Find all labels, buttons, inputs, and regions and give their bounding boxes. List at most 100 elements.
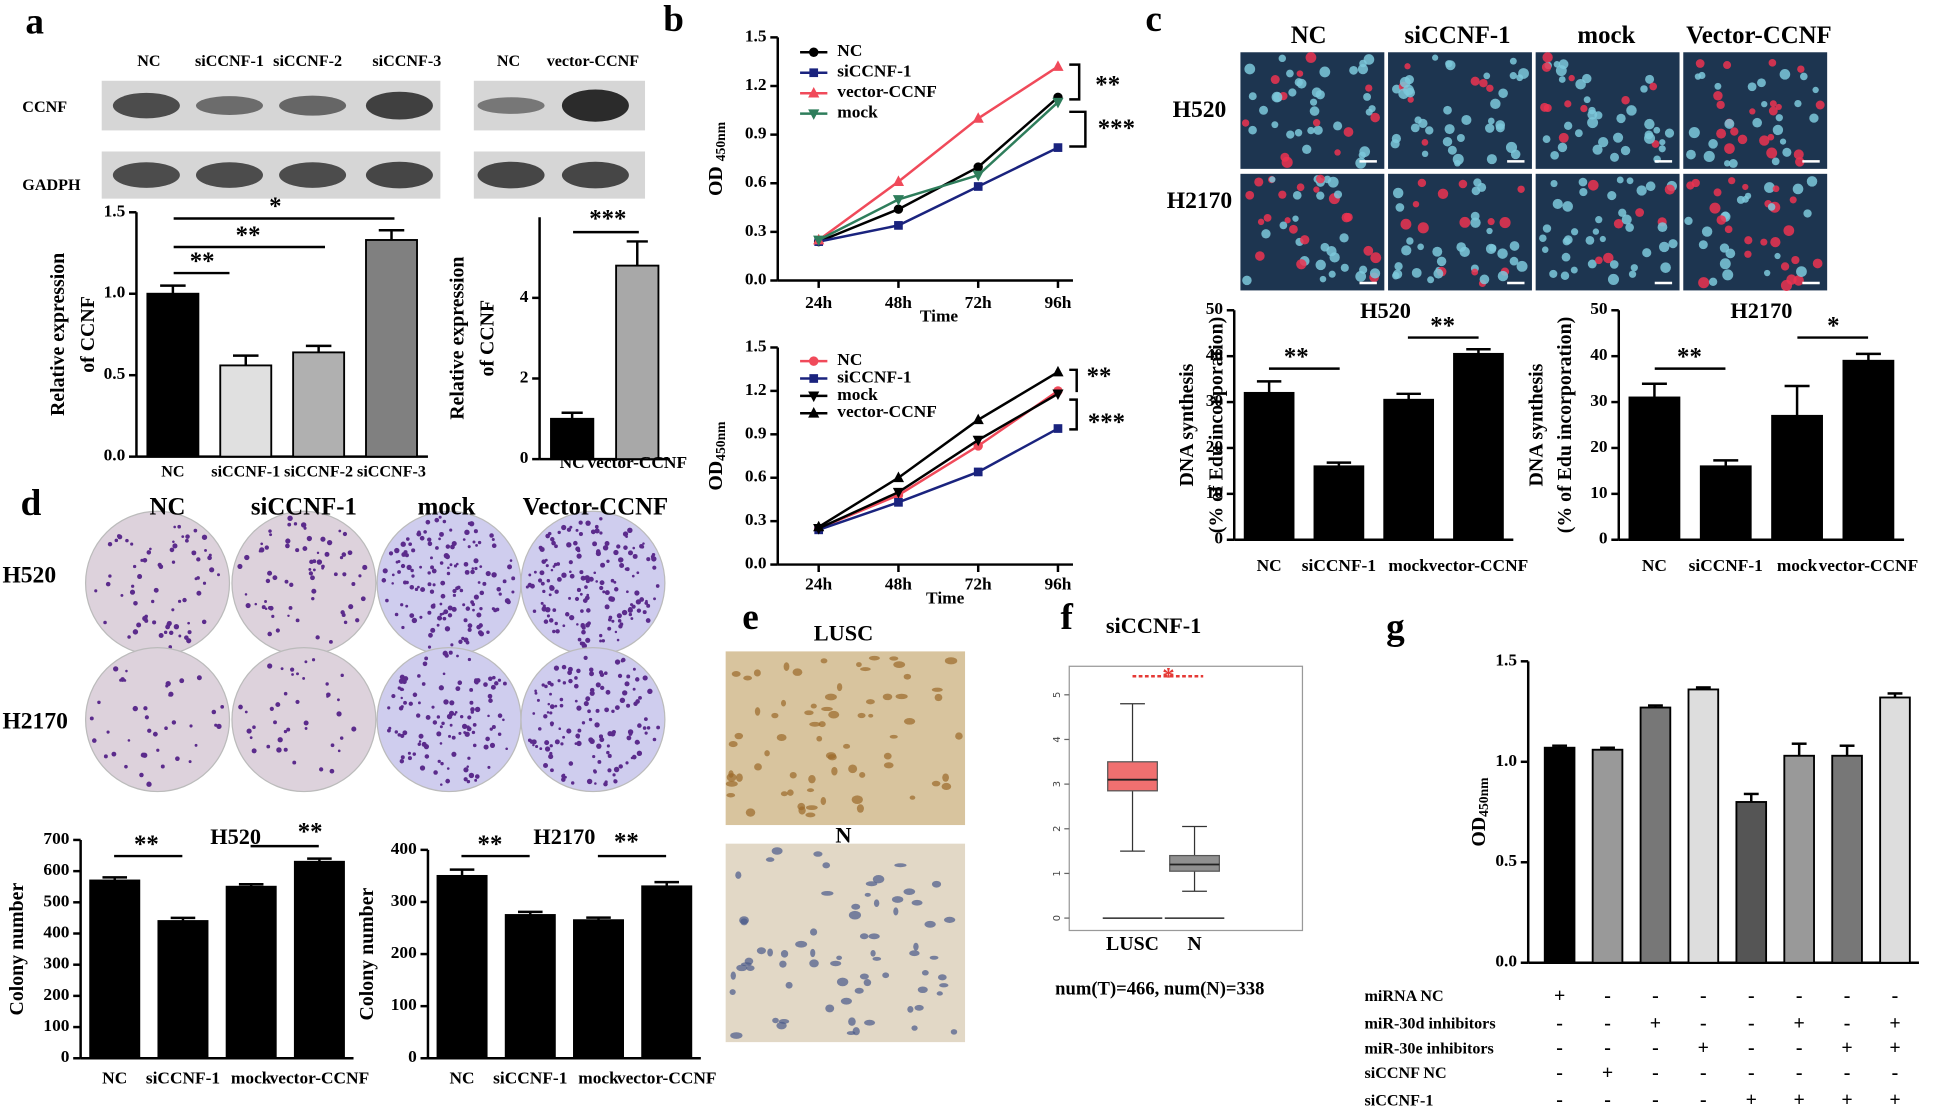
- colony-dot: [543, 619, 549, 624]
- colony-dot: [343, 620, 348, 625]
- colony-dot: [406, 564, 412, 570]
- colony-dot: [581, 641, 586, 647]
- condition-sign: -: [1844, 1012, 1851, 1034]
- line-marker: [1053, 424, 1063, 433]
- significance-bracket: [1069, 398, 1078, 431]
- cell-dot: [1320, 242, 1330, 252]
- colony-dot: [491, 725, 496, 730]
- colony-dot: [185, 534, 190, 539]
- colony-dot: [581, 721, 586, 725]
- line-marker: [813, 235, 825, 247]
- colony-dot: [289, 582, 294, 587]
- colony-dot: [168, 645, 173, 649]
- colony-dot: [446, 571, 451, 576]
- colony-dot: [573, 683, 579, 689]
- ihc-cell: [771, 712, 779, 719]
- colony-dot: [647, 688, 653, 695]
- cell-dot: [1263, 213, 1272, 222]
- cell-dot: [1660, 262, 1671, 273]
- ihc-cell: [808, 774, 816, 784]
- colony-dot: [249, 736, 253, 740]
- colony-dot: [405, 604, 409, 608]
- colony-dot: [479, 565, 483, 568]
- cell-dot: [1550, 150, 1559, 160]
- significance-bracket: [1069, 110, 1087, 148]
- colony-dot: [217, 573, 221, 577]
- colony-dot: [189, 724, 193, 728]
- colony-dot: [339, 736, 344, 740]
- colony-dot: [628, 732, 633, 736]
- ihc-cell: [857, 712, 866, 719]
- condition-sign: -: [1604, 1012, 1611, 1034]
- line-marker: [1052, 365, 1064, 377]
- colony-dot: [637, 723, 642, 728]
- colony-dot: [181, 535, 185, 538]
- cell-dot: [1495, 120, 1506, 130]
- cell-dot: [1607, 273, 1620, 285]
- cell-dot: [1640, 85, 1648, 93]
- ihc-cell: [924, 920, 936, 928]
- cell-dot: [1392, 187, 1404, 199]
- colony-dot: [287, 515, 293, 522]
- colony-dot: [555, 629, 560, 634]
- data-line: [818, 101, 1059, 242]
- colony-dot: [144, 715, 149, 720]
- colony-dot: [631, 754, 637, 760]
- colony-dot: [347, 550, 353, 556]
- colony-dot: [472, 743, 477, 748]
- cell-dot: [1349, 65, 1358, 75]
- cell-dot: [1636, 185, 1647, 196]
- ihc-cell: [730, 1032, 743, 1039]
- cell-dot: [1588, 106, 1596, 115]
- colony-dot: [643, 717, 648, 722]
- cell-dot: [1327, 176, 1339, 188]
- colony-dot: [408, 701, 413, 706]
- colony-dot: [650, 554, 655, 559]
- cell-dot: [1363, 93, 1372, 101]
- colony-dot: [487, 693, 493, 699]
- colony-dot: [599, 585, 604, 591]
- cell-dot: [1470, 211, 1480, 221]
- colony-dot: [158, 564, 164, 570]
- colony-dot: [631, 574, 635, 578]
- cell-dot: [1305, 52, 1317, 63]
- colony-dot: [258, 549, 262, 553]
- y-tick-label: 0.6: [745, 467, 767, 486]
- cell-dot: [1599, 235, 1606, 243]
- colony-dot: [474, 774, 480, 779]
- colony-dot: [573, 540, 578, 546]
- colony-dot: [487, 714, 490, 718]
- colony-dot: [152, 731, 158, 737]
- chart-title: H2170: [1730, 298, 1792, 323]
- y-tick-label: 20: [1590, 437, 1608, 456]
- ihc-cell: [931, 880, 942, 888]
- condition-label: miR-30e inhibitors: [1364, 1040, 1493, 1057]
- bar: [293, 860, 345, 1060]
- colony-dot: [438, 685, 444, 691]
- colony-dot: [628, 607, 633, 612]
- colony-dot: [598, 670, 604, 675]
- colony-dot: [534, 689, 537, 693]
- cell-dot: [1628, 270, 1637, 278]
- data-line: [818, 389, 1059, 530]
- cell-dot: [1284, 217, 1291, 224]
- colony-dot: [575, 546, 581, 552]
- colony-dot: [438, 515, 442, 519]
- ihc-cell: [780, 791, 788, 797]
- significance-bracket: [1069, 63, 1081, 101]
- blot-lane-label: NC: [137, 53, 160, 70]
- y-axis-label: Colony number: [6, 883, 28, 1016]
- cell-dot: [1770, 237, 1781, 248]
- colony-dot: [447, 566, 450, 570]
- colony-dot: [416, 531, 422, 537]
- colony-dot: [439, 561, 444, 565]
- colony-dot: [600, 685, 605, 691]
- colony-dot: [165, 624, 170, 630]
- colony-dot: [581, 629, 586, 635]
- condition-sign: +: [1554, 985, 1565, 1007]
- y-tick-label: 0.9: [745, 124, 767, 143]
- colony-dot: [146, 781, 152, 787]
- colony-dot: [604, 541, 610, 546]
- x-tick-label: 72h: [965, 293, 992, 312]
